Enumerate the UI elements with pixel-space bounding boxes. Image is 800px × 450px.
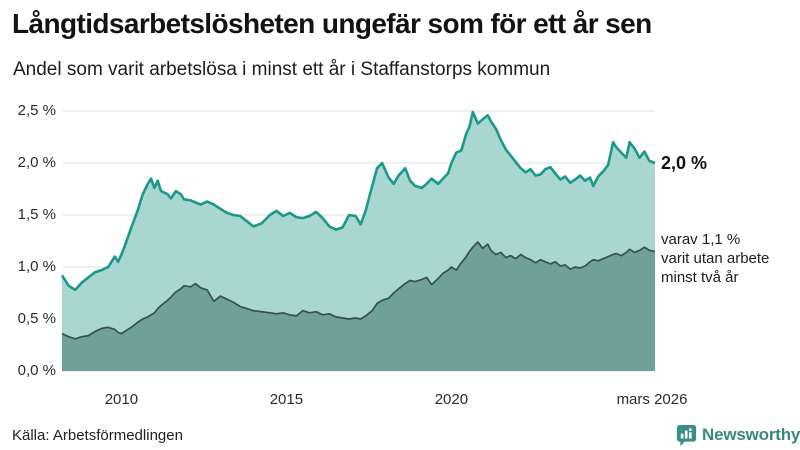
- annotation-line: varav 1,1 %: [661, 231, 741, 248]
- y-axis-label: 0,0 %: [17, 362, 56, 379]
- long-term-line: [60, 110, 656, 292]
- newsworthy-logo-icon: [676, 424, 697, 446]
- very-long-term-line: [61, 241, 656, 340]
- source-note: Källa: Arbetsförmedlingen: [12, 427, 183, 444]
- very-long-term-annotation: varav 1,1 % varit utan arbete minst två …: [661, 230, 769, 287]
- y-axis-label: 1,5 %: [17, 206, 56, 223]
- x-axis-label: 2010: [104, 391, 139, 408]
- newsworthy-brand: Newsworthy: [676, 424, 800, 446]
- brand-name: Newsworthy: [702, 425, 800, 444]
- chart-subtitle: Andel som varit arbetslösa i minst ett å…: [13, 59, 551, 80]
- y-axis-label: 1,0 %: [17, 258, 56, 275]
- x-axis-label: mars 2026: [616, 391, 688, 408]
- annotation-line: minst två år: [661, 269, 739, 286]
- page-title: Långtidsarbetslösheten ungefär som för e…: [12, 8, 652, 39]
- y-axis-label: 0,5 %: [17, 310, 56, 327]
- annotation-line: varit utan arbete: [661, 250, 770, 267]
- latest-value-annotation: 2,0 %: [661, 153, 708, 173]
- y-axis-label: 2,5 %: [17, 102, 56, 119]
- x-axis-label: 2020: [434, 391, 469, 408]
- y-axis-label: 2,0 %: [17, 154, 56, 171]
- very-long-term-area: [62, 242, 655, 371]
- x-axis-label: 2015: [269, 391, 304, 408]
